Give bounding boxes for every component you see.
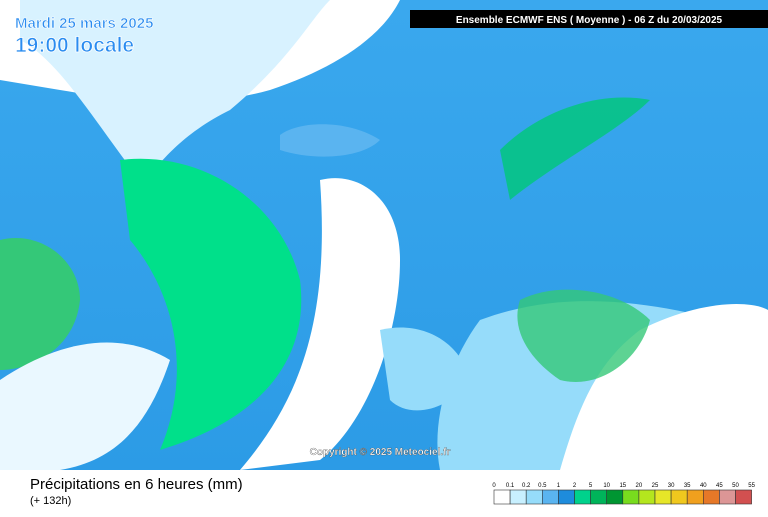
scale-label: 35	[684, 483, 691, 489]
scale-box	[622, 489, 640, 505]
scale-label: 15	[619, 483, 626, 489]
scale-label: 10	[603, 483, 610, 489]
scale-box	[686, 489, 704, 505]
scale-label: 55	[748, 483, 755, 489]
scale-box	[670, 489, 688, 505]
scale-label: 0.5	[538, 483, 547, 489]
legend-subtitle: (+ 132h)	[30, 495, 71, 507]
scale-label: 30	[668, 483, 675, 489]
scale-label: 50	[732, 483, 739, 489]
scale-box	[719, 489, 736, 505]
scale-box	[558, 489, 575, 505]
scale-label: 25	[652, 483, 659, 489]
scale-box	[702, 489, 720, 505]
date-label: Mardi 25 mars 2025	[15, 15, 153, 32]
scale-label: 5	[589, 483, 593, 489]
scale-box	[606, 489, 624, 505]
scale-box	[525, 489, 543, 505]
scale-label: 20	[636, 483, 643, 489]
scale-box	[654, 489, 672, 505]
legend-title: Précipitations en 6 heures (mm)	[30, 476, 243, 493]
scale-label: 1	[557, 483, 561, 489]
scale-box	[574, 489, 591, 505]
scale-box	[493, 489, 511, 505]
scale-box	[638, 489, 656, 505]
time-label: 19:00 locale	[15, 34, 134, 57]
scale-label: 0.2	[522, 483, 531, 489]
copyright: Copyright © 2025 Meteociel.fr	[310, 447, 451, 458]
scale-label: 0.1	[506, 483, 515, 489]
scale-label: 2	[573, 483, 577, 489]
model-label: Ensemble ECMWF ENS ( Moyenne ) - 06 Z du…	[456, 15, 723, 26]
scale-label: 0	[492, 483, 496, 489]
scale-label: 45	[716, 483, 723, 489]
scale-box	[509, 489, 527, 505]
color-scale: 0 0.1 0.2 0.5 1 2 5 10 15 20 25 30 35 40 45 50 55	[492, 483, 756, 505]
scale-box	[735, 489, 752, 505]
scale-label: 40	[700, 483, 707, 489]
model-banner	[410, 10, 768, 28]
scale-box	[590, 489, 607, 505]
map	[0, 0, 768, 471]
scale-box	[541, 489, 559, 505]
